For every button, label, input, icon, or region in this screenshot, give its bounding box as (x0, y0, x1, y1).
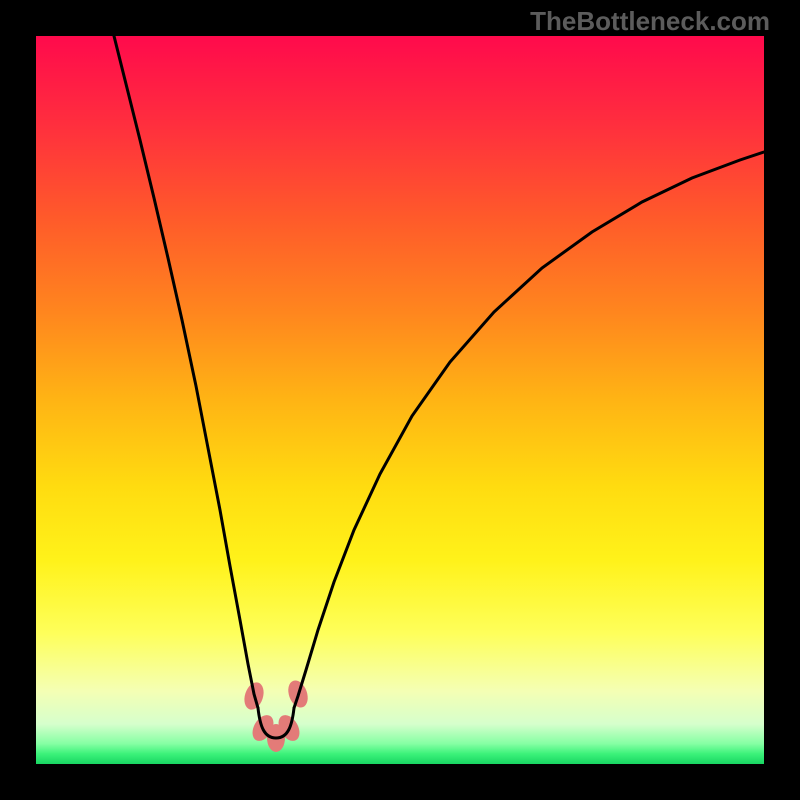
plot-area (36, 36, 764, 764)
curve-left-branch (114, 36, 258, 708)
watermark-text: TheBottleneck.com (530, 6, 770, 37)
chart-frame (0, 0, 800, 800)
bottleneck-curve (36, 36, 764, 764)
curve-right-branch (294, 152, 764, 708)
